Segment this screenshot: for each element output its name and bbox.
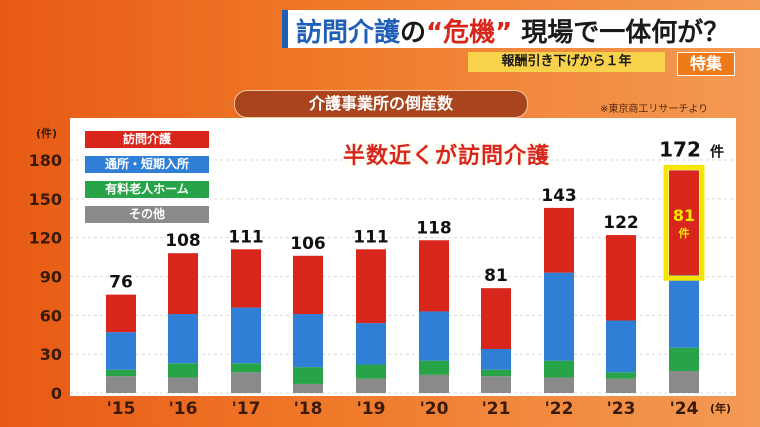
y-tick-label: 180 — [29, 151, 62, 170]
bar-segment-other — [419, 374, 449, 393]
title-part-visit-care: 訪問介護 — [296, 18, 401, 48]
bar-segment-daycare — [544, 272, 574, 361]
bar-segment-other — [481, 376, 511, 393]
bar-segment-nursing-home — [106, 369, 136, 377]
legend-other: その他 — [84, 205, 210, 224]
bar-segment-daycare — [481, 348, 511, 370]
bar-segment-daycare — [419, 311, 449, 361]
y-unit-label: (件) — [36, 126, 57, 140]
callout-text: 半数近くが訪問介護 — [343, 144, 551, 169]
x-tick-label: '17 — [232, 399, 261, 419]
x-tick-label: '24 — [670, 399, 699, 419]
total-label: 122 — [603, 213, 639, 233]
x-unit-label: (年) — [710, 401, 731, 415]
bar-segment-other — [106, 376, 136, 393]
bar-segment-other — [231, 372, 261, 393]
bar-segment-visit-care — [606, 235, 636, 321]
x-tick-label: '18 — [294, 399, 323, 419]
highlight-frame — [663, 164, 705, 281]
legend-nursing-home: 有料老人ホーム — [84, 180, 210, 199]
bar-segment-nursing-home — [356, 364, 386, 379]
x-tick-label: '19 — [357, 399, 386, 419]
bar-segment-visit-care — [669, 170, 699, 276]
legend: 訪問介護 通所・短期入所 有料老人ホーム その他 — [84, 130, 210, 230]
page-title: 訪問介護の“危機” 現場で一体何が？ — [296, 12, 729, 49]
bar-segment-visit-care — [481, 288, 511, 349]
y-tick-label: 90 — [40, 268, 62, 287]
bar-segment-daycare — [293, 314, 323, 368]
bar-segment-nursing-home — [293, 367, 323, 384]
x-tick-label: '16 — [169, 399, 198, 419]
bars: 81件 — [106, 164, 705, 393]
source-note: ※東京商工リサーチより — [600, 104, 709, 115]
total-label: 111 — [228, 227, 264, 247]
bar-segment-other — [293, 383, 323, 393]
bar-segment-visit-care — [231, 249, 261, 308]
bar-segment-visit-care — [419, 240, 449, 312]
chart-title: 介護事業所の倒産数 — [234, 90, 528, 118]
bar-segment-nursing-home — [481, 369, 511, 377]
x-tick-label: '21 — [482, 399, 511, 419]
bar-segment-daycare — [606, 320, 636, 373]
x-tick-label: '23 — [607, 399, 636, 419]
highlight-value: 81 — [673, 206, 695, 225]
bar-segment-daycare — [669, 275, 699, 348]
x-tick-label: '20 — [420, 399, 449, 419]
x-tick-label: '22 — [545, 399, 574, 419]
bar-segment-nursing-home — [669, 347, 699, 371]
bar-segment-visit-care — [106, 294, 136, 333]
total-label: 118 — [416, 218, 452, 238]
bar-segment-visit-care — [356, 249, 386, 324]
bar-segment-daycare — [168, 314, 198, 364]
legend-daycare: 通所・短期入所 — [84, 155, 210, 174]
bar-segment-visit-care — [544, 207, 574, 273]
title-part-no: の — [400, 18, 427, 48]
total-label: 108 — [165, 231, 201, 251]
bar-segment-nursing-home — [544, 360, 574, 378]
bar-segment-nursing-home — [168, 363, 198, 378]
title-part-crisis: “危機” — [426, 18, 513, 48]
bar-segment-nursing-home — [606, 372, 636, 379]
total-label: 81 — [484, 266, 508, 286]
bar-segment-other — [606, 378, 636, 393]
bar-segment-visit-care — [293, 255, 323, 315]
total-label: 111 — [353, 227, 389, 247]
y-tick-labels: 0 30 60 90 120 150 180 — [29, 151, 62, 403]
total-label: 106 — [290, 234, 326, 254]
bar-segment-nursing-home — [231, 363, 261, 373]
bar-segment-daycare — [231, 307, 261, 364]
x-tick-label: '15 — [107, 399, 136, 419]
header-bar: 訪問介護の“危機” 現場で一体何が？ — [282, 10, 760, 48]
bar-segment-other — [168, 377, 198, 393]
title-part-question: 現場で一体何が？ — [521, 18, 730, 48]
total-label: 143 — [541, 186, 577, 206]
y-tick-label: 150 — [29, 190, 62, 209]
bar-segment-nursing-home — [419, 360, 449, 375]
header-accent — [282, 10, 288, 48]
bar-segment-daycare — [106, 332, 136, 370]
x-tick-labels: '15 '16 '17 '18 '19 '20 '21 '22 '23 '24 — [107, 399, 699, 419]
bar-segment-visit-care — [168, 253, 198, 315]
legend-visit-care: 訪問介護 — [84, 130, 210, 149]
bar-segment-other — [356, 378, 386, 393]
total-label: 76 — [109, 273, 133, 293]
total-labels: 76 108 111 106 111 118 81 143 122 172 件 — [109, 137, 724, 292]
subtitle-bar: 報酬引き下げから１年 — [468, 52, 665, 72]
feature-badge: 特集 — [677, 52, 735, 76]
y-tick-label: 0 — [51, 384, 62, 403]
y-tick-label: 120 — [29, 229, 62, 248]
y-tick-label: 60 — [40, 306, 62, 325]
bar-segment-other — [544, 377, 574, 393]
bar-segment-daycare — [356, 323, 386, 365]
highlight-unit: 件 — [679, 226, 690, 240]
total-unit: 件 — [710, 143, 724, 160]
y-tick-label: 30 — [40, 345, 62, 364]
bar-segment-other — [669, 370, 699, 393]
total-label: 172 — [659, 137, 701, 161]
